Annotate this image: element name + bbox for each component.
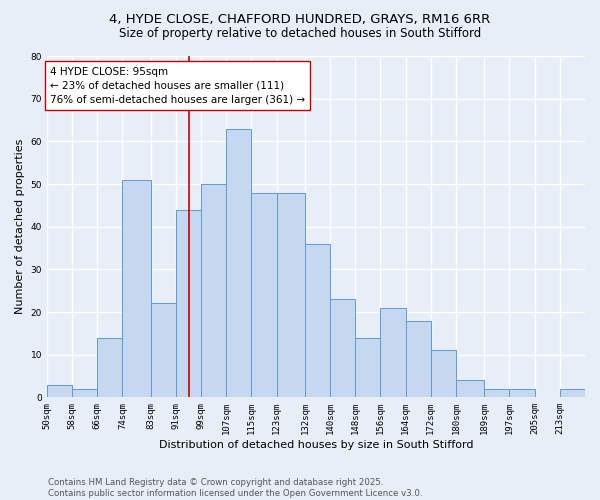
Bar: [47, 384, 72, 398]
Text: 4 HYDE CLOSE: 95sqm
← 23% of detached houses are smaller (111)
76% of semi-detac: 4 HYDE CLOSE: 95sqm ← 23% of detached ho…: [50, 66, 305, 104]
Bar: [72, 389, 97, 398]
Bar: [456, 380, 484, 398]
Bar: [251, 192, 277, 398]
Bar: [431, 350, 456, 398]
Bar: [305, 244, 330, 398]
Text: Size of property relative to detached houses in South Stifford: Size of property relative to detached ho…: [119, 28, 481, 40]
Bar: [330, 299, 355, 398]
Bar: [201, 184, 226, 398]
Bar: [509, 389, 535, 398]
Bar: [406, 320, 431, 398]
Bar: [355, 338, 380, 398]
Bar: [484, 389, 509, 398]
Text: Contains HM Land Registry data © Crown copyright and database right 2025.
Contai: Contains HM Land Registry data © Crown c…: [48, 478, 422, 498]
Bar: [122, 180, 151, 398]
Bar: [151, 304, 176, 398]
Bar: [277, 192, 305, 398]
Bar: [97, 338, 122, 398]
Bar: [176, 210, 201, 398]
Y-axis label: Number of detached properties: Number of detached properties: [15, 139, 25, 314]
Bar: [560, 389, 585, 398]
Bar: [226, 128, 251, 398]
Text: 4, HYDE CLOSE, CHAFFORD HUNDRED, GRAYS, RM16 6RR: 4, HYDE CLOSE, CHAFFORD HUNDRED, GRAYS, …: [109, 12, 491, 26]
Bar: [380, 308, 406, 398]
X-axis label: Distribution of detached houses by size in South Stifford: Distribution of detached houses by size …: [159, 440, 473, 450]
